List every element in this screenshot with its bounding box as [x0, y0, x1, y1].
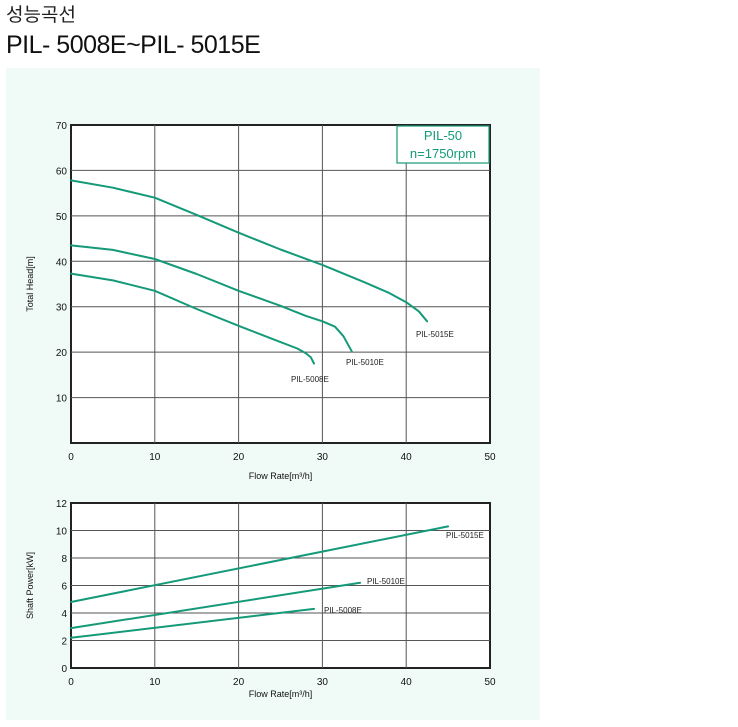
x-axis-label: Flow Rate[m³/h] — [249, 689, 313, 699]
y-tick-label: 10 — [56, 527, 68, 538]
y-tick-label: 70 — [56, 121, 68, 132]
heading-korean-title: 성능곡선 — [6, 5, 76, 26]
y-tick-label: 60 — [56, 166, 68, 177]
series-label-PIL-5015E: PIL-5015E — [446, 531, 484, 540]
y-tick-label: 0 — [61, 664, 67, 675]
series-label-PIL-5008E: PIL-5008E — [291, 375, 329, 384]
y-tick-label: 12 — [56, 499, 68, 510]
series-line-PIL-5008E — [70, 607, 315, 639]
x-tick-label: 0 — [68, 677, 74, 688]
x-tick-label: 40 — [401, 452, 413, 463]
x-tick-label: 20 — [233, 452, 245, 463]
y-tick-label: 50 — [56, 212, 68, 223]
x-tick-label: 30 — [317, 452, 329, 463]
plot-area-0 — [70, 124, 491, 444]
y-tick-label: 40 — [56, 257, 68, 268]
x-tick-label: 10 — [149, 452, 161, 463]
series-label-PIL-5010E: PIL-5010E — [367, 577, 405, 586]
series-label-PIL-5015E: PIL-5015E — [416, 330, 454, 339]
pump-label-box — [396, 125, 490, 164]
x-tick-label: 40 — [401, 677, 413, 688]
series-line-PIL-5015E — [70, 525, 450, 603]
y-tick-label: 30 — [56, 303, 68, 314]
y-tick-label: 4 — [61, 609, 67, 620]
x-tick-label: 30 — [317, 677, 329, 688]
series-line-PIL-5010E — [70, 244, 353, 353]
x-tick-label: 50 — [484, 452, 496, 463]
y-tick-label: 2 — [61, 637, 67, 648]
y-tick-label: 6 — [61, 582, 67, 593]
y-tick-label: 20 — [56, 348, 68, 359]
pump-label-model: PIL-50 — [424, 128, 462, 143]
pump-label-speed: n=1750rpm — [410, 146, 476, 161]
series-line-PIL-5015E — [70, 179, 429, 323]
x-tick-label: 0 — [68, 452, 74, 463]
series-line-PIL-5010E — [70, 581, 362, 630]
series-label-PIL-5008E: PIL-5008E — [324, 606, 362, 615]
y-axis-label: Shaft Power[kW] — [25, 552, 35, 619]
y-axis-label: Total Head[m] — [25, 256, 35, 312]
y-tick-label: 8 — [61, 554, 67, 565]
y-tick-label: 10 — [56, 394, 68, 405]
series-label-PIL-5010E: PIL-5010E — [346, 358, 384, 367]
x-tick-label: 10 — [149, 677, 161, 688]
x-tick-label: 20 — [233, 677, 245, 688]
x-axis-label: Flow Rate[m³/h] — [249, 471, 313, 481]
series-line-PIL-5008E — [70, 272, 315, 365]
heading-model-range: PIL- 5008E~PIL- 5015E — [6, 31, 261, 59]
x-tick-label: 50 — [484, 677, 496, 688]
